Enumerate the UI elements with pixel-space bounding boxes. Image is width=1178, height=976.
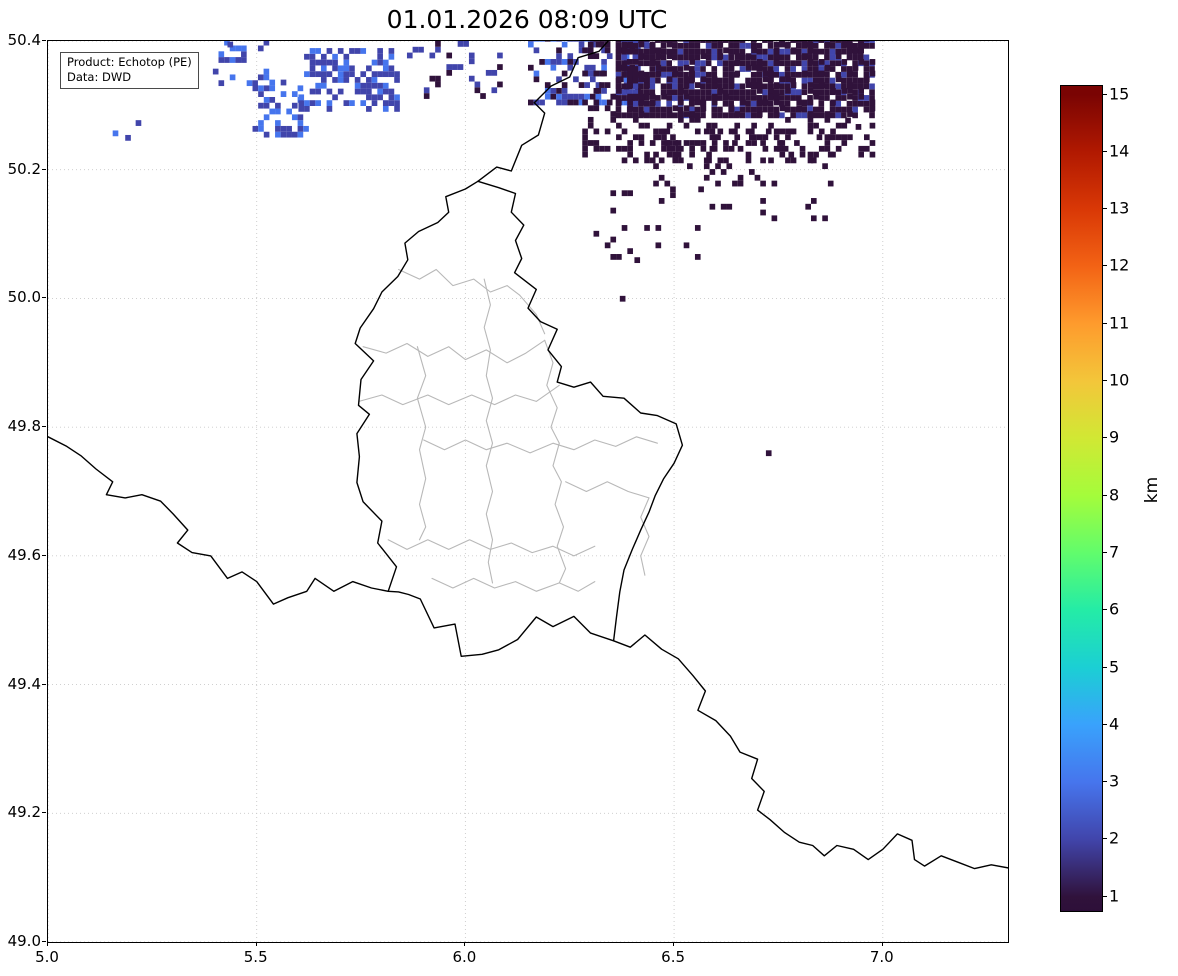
colorbar-tick-label: 9	[1109, 427, 1120, 447]
y-tick-label: 49.8	[7, 417, 41, 436]
x-tick-mark	[255, 942, 257, 946]
colorbar-tick-mark	[1102, 723, 1107, 725]
annotation-source-line: Data: DWD	[67, 69, 132, 84]
y-tick-mark	[42, 40, 46, 41]
y-tick-mark	[42, 426, 46, 428]
y-tick-mark	[42, 297, 46, 299]
colorbar-tick-label: 13	[1109, 198, 1130, 218]
radar-map-canvas	[48, 41, 1008, 942]
x-tick-mark	[464, 942, 466, 946]
colorbar-tick-label: 11	[1109, 313, 1130, 333]
colorbar-tick-mark	[1102, 150, 1107, 152]
colorbar-tick-mark	[1102, 551, 1107, 553]
colorbar-tick-label: 14	[1109, 141, 1130, 161]
colorbar-tick-label: 3	[1109, 771, 1120, 791]
colorbar-tick-mark	[1102, 322, 1107, 324]
colorbar-tick-mark	[1102, 666, 1107, 668]
y-tick-label: 49.2	[7, 803, 41, 822]
annotation-box: Product: Echotop (PE) Data: DWD	[60, 52, 199, 89]
plot-title: 01.01.2026 08:09 UTC	[386, 5, 668, 34]
y-tick-label: 49.0	[7, 932, 41, 950]
annotation-product-line: Product: Echotop (PE)	[67, 55, 192, 69]
y-tick-mark	[42, 812, 46, 814]
colorbar-tick-label: 12	[1109, 255, 1130, 275]
x-tick-mark	[881, 942, 883, 946]
colorbar-tick-label: 4	[1109, 714, 1120, 734]
colorbar-tick-mark	[1102, 208, 1107, 210]
x-tick-mark	[673, 942, 675, 946]
colorbar-tick-mark	[1102, 895, 1107, 897]
colorbar-tick-label: 2	[1109, 828, 1120, 848]
y-tick-label: 50.4	[7, 31, 41, 49]
y-tick-label: 49.6	[7, 545, 41, 564]
colorbar-tick-label: 1	[1109, 886, 1120, 906]
colorbar-tick-label: 10	[1109, 370, 1130, 390]
x-tick-mark	[47, 942, 48, 946]
colorbar-tick-mark	[1102, 93, 1107, 95]
colorbar-tick-mark	[1102, 380, 1107, 382]
y-tick-mark	[42, 554, 46, 556]
y-tick-label: 49.4	[7, 674, 41, 693]
x-tick-label: 6.5	[661, 948, 686, 966]
colorbar	[1060, 85, 1103, 912]
map-plot-area: Product: Echotop (PE) Data: DWD	[47, 40, 1009, 943]
x-tick-label: 6.0	[452, 948, 477, 966]
colorbar-tick-mark	[1102, 838, 1107, 840]
x-tick-label: 5.0	[35, 948, 59, 966]
colorbar-tick-label: 6	[1109, 599, 1120, 619]
colorbar-tick-mark	[1102, 437, 1107, 439]
colorbar-tick-mark	[1102, 265, 1107, 267]
x-tick-label: 5.5	[243, 948, 268, 966]
colorbar-tick-label: 8	[1109, 485, 1120, 505]
y-tick-mark	[42, 941, 46, 942]
colorbar-tick-label: 15	[1109, 84, 1130, 104]
y-tick-mark	[42, 683, 46, 685]
colorbar-tick-mark	[1102, 781, 1107, 783]
y-tick-mark	[42, 168, 46, 170]
colorbar-unit-label: km	[1142, 476, 1162, 504]
x-tick-label: 7.0	[869, 948, 894, 966]
colorbar-tick-mark	[1102, 609, 1107, 611]
colorbar-tick-label: 7	[1109, 542, 1120, 562]
y-tick-label: 50.2	[7, 159, 41, 178]
y-tick-label: 50.0	[7, 288, 41, 307]
colorbar-tick-label: 5	[1109, 657, 1120, 676]
colorbar-tick-mark	[1102, 494, 1107, 496]
